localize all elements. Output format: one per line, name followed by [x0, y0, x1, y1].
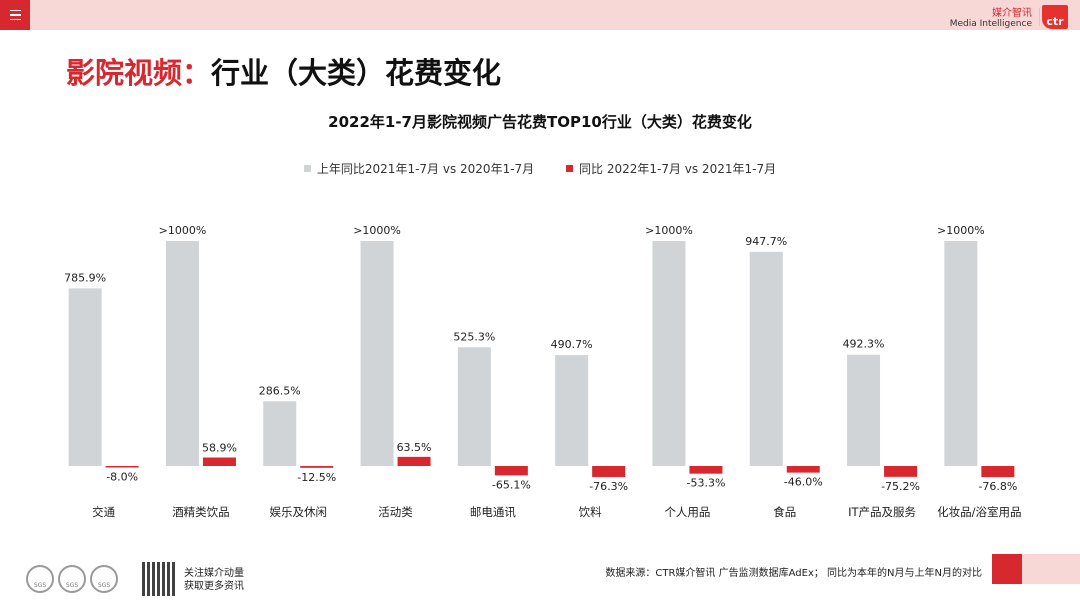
footer-accent-pink [1022, 554, 1080, 584]
sgs-badge-icon: SGS [26, 565, 54, 593]
bar-this-year [786, 466, 820, 473]
qr-caption-line1: 关注媒介动量 [184, 568, 244, 579]
data-label-prev-year: 490.7% [551, 338, 593, 351]
bar-prev-year [749, 251, 783, 466]
qr-caption: 关注媒介动量 获取更多资讯 [184, 567, 244, 593]
legend-label-prev-year: 上年同比2021年1-7月 vs 2020年1-7月 [316, 162, 535, 176]
ctr-logo: ctr [1042, 5, 1068, 29]
bar-this-year [592, 466, 626, 477]
data-label-this-year: -46.0% [784, 476, 823, 489]
bar-this-year [397, 456, 431, 466]
footer-accent-red [992, 554, 1022, 584]
data-label-prev-year: 286.5% [259, 384, 301, 397]
bar-prev-year [360, 241, 394, 466]
data-label-this-year: -65.1% [492, 478, 531, 491]
bar-this-year [300, 466, 334, 468]
bar-prev-year [652, 241, 686, 466]
category-label: 个人用品 [664, 505, 710, 519]
brand-name-en: Media Intelligence [949, 19, 1032, 29]
data-label-this-year: -76.8% [978, 480, 1017, 493]
page-title-main: 行业（大类）花费变化 [211, 56, 502, 90]
bar-prev-year [165, 241, 199, 466]
legend-item-this-year: 同比 2022年1-7月 vs 2021年1-7月 [566, 160, 776, 177]
data-label-prev-year: >1000% [159, 224, 207, 237]
category-label: 化妆品/浴室用品 [937, 505, 1021, 519]
bar-prev-year [263, 401, 297, 466]
chart-legend: 上年同比2021年1-7月 vs 2020年1-7月 同比 2022年1-7月 … [0, 160, 1080, 177]
category-label: 酒精类饮品 [172, 505, 230, 519]
category-label: 活动类 [378, 505, 413, 519]
legend-swatch-red [566, 165, 573, 172]
page-title: 影院视频：行业（大类）花费变化 [66, 50, 501, 92]
brand-name-cn: 媒介智讯 [992, 8, 1032, 19]
data-label-prev-year: 947.7% [745, 235, 787, 248]
qr-code-icon[interactable] [142, 562, 176, 596]
bar-prev-year [457, 347, 491, 466]
category-label: 邮电通讯 [470, 505, 516, 519]
sgs-badge-icon: SGS [90, 565, 118, 593]
sgs-badge-icon: SGS [58, 565, 86, 593]
data-label-prev-year: >1000% [645, 224, 693, 237]
category-label: IT产品及服务 [848, 505, 916, 519]
legend-item-prev-year: 上年同比2021年1-7月 vs 2020年1-7月 [303, 160, 535, 177]
category-label: 食品 [773, 505, 796, 519]
category-label: 交通 [92, 505, 115, 519]
legend-swatch-gray [303, 165, 311, 172]
certification-badges: SGS SGS SGS [26, 565, 118, 593]
bar-this-year [981, 466, 1015, 478]
bar-this-year [494, 466, 528, 476]
brand: 媒介智讯 Media Intelligence [950, 8, 1032, 30]
data-label-this-year: -8.0% [106, 471, 138, 484]
chart-title: 2022年1-7月影院视频广告花费TOP10行业（大类）花费变化 [328, 113, 752, 131]
menu-icon[interactable] [0, 0, 30, 30]
data-label-this-year: -75.2% [881, 480, 920, 493]
bar-this-year [105, 466, 139, 468]
data-label-this-year: -12.5% [297, 471, 336, 484]
bar-this-year [689, 466, 723, 474]
qr-caption-line2: 获取更多资讯 [184, 581, 244, 592]
bar-this-year [884, 466, 918, 477]
data-label-this-year: 58.9% [202, 442, 237, 455]
legend-label-this-year: 同比 2022年1-7月 vs 2021年1-7月 [579, 162, 777, 176]
data-label-this-year: 63.5% [397, 441, 432, 454]
data-label-this-year: -76.3% [589, 480, 628, 493]
bar-prev-year [68, 288, 102, 466]
page-title-prefix: 影院视频： [66, 56, 212, 90]
data-label-prev-year: >1000% [353, 224, 401, 237]
bar-prev-year [555, 355, 589, 466]
data-label-prev-year: 525.3% [453, 330, 495, 343]
data-source-note: 数据来源：CTR媒介智讯 广告监测数据库AdEx； 同比为本年的N月与上年N月的… [605, 568, 982, 579]
brand-divider [1039, 8, 1040, 26]
data-label-prev-year: 785.9% [64, 271, 106, 284]
top-bar [0, 0, 1080, 30]
category-label: 娱乐及休闲 [270, 505, 328, 519]
data-label-prev-year: >1000% [937, 224, 985, 237]
bar-this-year [202, 457, 236, 466]
data-label-this-year: -53.3% [686, 477, 725, 490]
data-label-prev-year: 492.3% [843, 338, 885, 351]
bar-prev-year [944, 241, 978, 466]
category-label: 饮料 [579, 505, 602, 519]
bar-prev-year [847, 354, 881, 466]
